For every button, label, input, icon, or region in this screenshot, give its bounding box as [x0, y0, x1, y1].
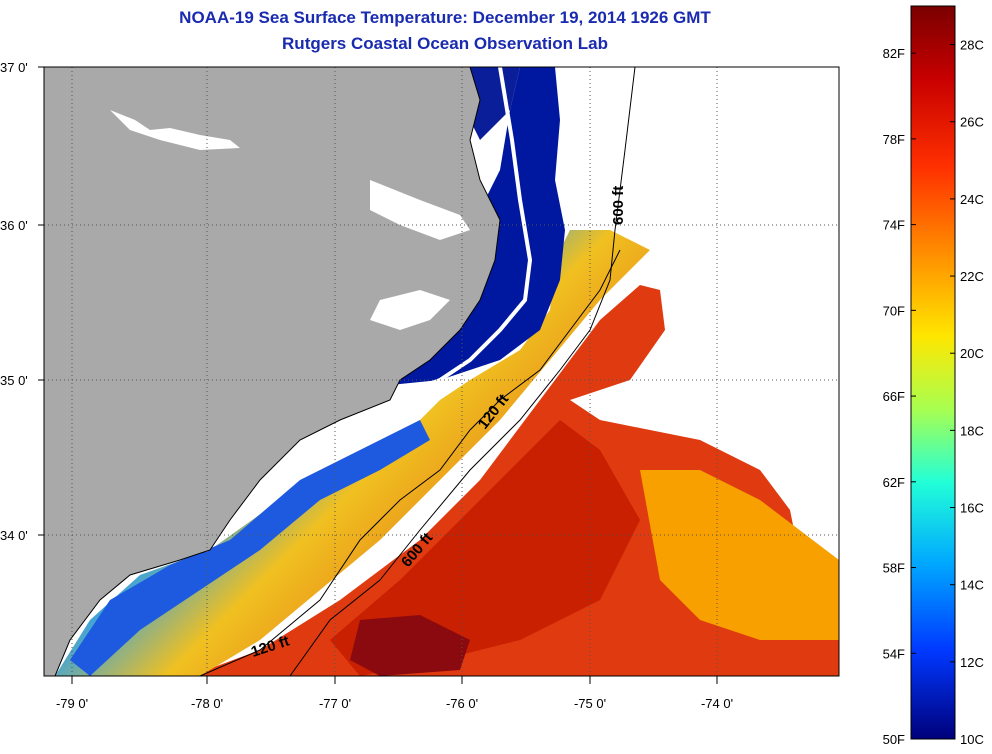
isobath-120ft-line — [199, 249, 621, 676]
colorbar-celsius-label: 24C — [960, 192, 984, 207]
inshore-blue — [70, 420, 430, 676]
colorbar-fahrenheit-label: 62F — [883, 475, 905, 490]
land-mass — [44, 67, 500, 676]
colorbar-ticks: 82F 78F 74F 70F 66F 62F 58F 54F 50F 28C 26C 24C 22C 2… — [883, 38, 984, 747]
dark-red-patch — [350, 615, 470, 676]
colorbar-fahrenheit-label: 74F — [883, 218, 905, 233]
colorbar-celsius-label: 18C — [960, 423, 984, 438]
map-frame — [43, 66, 840, 677]
outer-banks — [399, 67, 533, 397]
lat-label-35: 35 0' — [0, 373, 28, 388]
colorbar-celsius-label: 20C — [960, 346, 984, 361]
colorbar-celsius-label: 10C — [960, 732, 984, 747]
map-subtitle: Rutgers Coastal Ocean Observation Lab — [282, 34, 608, 53]
isobath-label-600ft-north: 600 ft — [610, 186, 627, 225]
colorbar-fahrenheit-label: 66F — [883, 389, 905, 404]
colorbar-fahrenheit-label: 58F — [883, 561, 905, 576]
colorbar-fahrenheit-label: 50F — [883, 732, 905, 747]
lon-label-78: -78 0' — [191, 696, 223, 711]
colorbar-celsius-label: 28C — [960, 38, 984, 53]
gulf-stream-core — [330, 420, 640, 676]
lat-label-37: 37 0' — [0, 60, 28, 75]
colorbar-celsius-label: 26C — [960, 115, 984, 130]
axis-ticks — [38, 66, 718, 684]
colorbar-fahrenheit-label: 78F — [883, 132, 905, 147]
lat-label-36: 36 0' — [0, 218, 28, 233]
lon-label-75: -75 0' — [574, 696, 606, 711]
colorbar-fahrenheit-label: 82F — [883, 46, 905, 61]
orange-frontal-water — [640, 470, 839, 640]
map-graticule — [44, 67, 839, 676]
lat-label-34: 34 0' — [0, 528, 28, 543]
temperature-colorbar — [910, 5, 956, 740]
lon-label-77: -77 0' — [319, 696, 351, 711]
colorbar-celsius-label: 14C — [960, 578, 984, 593]
pamlico-sound — [370, 290, 450, 330]
map-area — [44, 67, 839, 676]
colorbar-celsius-label: 22C — [960, 269, 984, 284]
isobath-600ft-line — [289, 67, 636, 676]
lon-label-79: -79 0' — [56, 696, 88, 711]
colorbar-fahrenheit-label: 70F — [883, 303, 905, 318]
colorbar-celsius-label: 12C — [960, 655, 984, 670]
colorbar-fahrenheit-label: 54F — [883, 646, 905, 661]
map-title: NOAA-19 Sea Surface Temperature: Decembe… — [179, 8, 711, 27]
colorbar-celsius-label: 16C — [960, 501, 984, 516]
lon-label-76: -76 0' — [446, 696, 478, 711]
lon-label-74: -74 0' — [701, 696, 733, 711]
coastline — [54, 67, 501, 676]
